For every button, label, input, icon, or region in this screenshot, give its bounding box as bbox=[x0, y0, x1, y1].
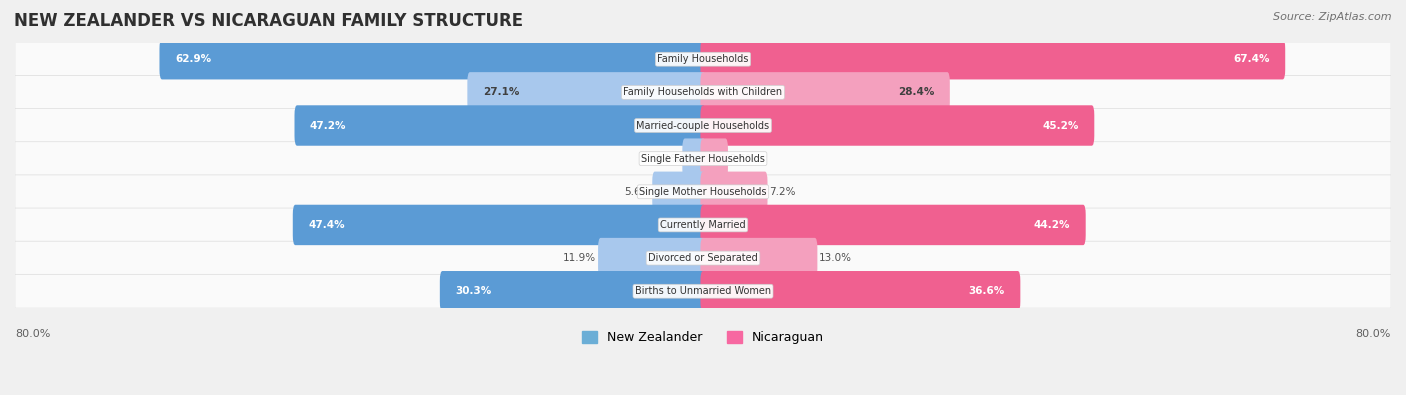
FancyBboxPatch shape bbox=[700, 271, 1021, 311]
Text: 13.0%: 13.0% bbox=[820, 253, 852, 263]
Text: 62.9%: 62.9% bbox=[174, 54, 211, 64]
Text: 7.2%: 7.2% bbox=[769, 187, 796, 197]
Text: 45.2%: 45.2% bbox=[1042, 120, 1078, 130]
FancyBboxPatch shape bbox=[467, 72, 706, 113]
FancyBboxPatch shape bbox=[700, 171, 768, 212]
FancyBboxPatch shape bbox=[15, 142, 1391, 175]
FancyBboxPatch shape bbox=[15, 274, 1391, 308]
Text: 2.6%: 2.6% bbox=[730, 154, 756, 164]
FancyBboxPatch shape bbox=[652, 171, 706, 212]
Text: 27.1%: 27.1% bbox=[482, 87, 519, 97]
FancyBboxPatch shape bbox=[292, 205, 706, 245]
Text: Single Father Households: Single Father Households bbox=[641, 154, 765, 164]
Text: 47.4%: 47.4% bbox=[308, 220, 344, 230]
FancyBboxPatch shape bbox=[15, 75, 1391, 109]
Text: Family Households: Family Households bbox=[658, 54, 748, 64]
FancyBboxPatch shape bbox=[598, 238, 706, 278]
FancyBboxPatch shape bbox=[15, 175, 1391, 209]
Legend: New Zealander, Nicaraguan: New Zealander, Nicaraguan bbox=[576, 326, 830, 349]
Text: 28.4%: 28.4% bbox=[898, 87, 935, 97]
Text: 36.6%: 36.6% bbox=[969, 286, 1005, 296]
Text: Births to Unmarried Women: Births to Unmarried Women bbox=[636, 286, 770, 296]
Text: Currently Married: Currently Married bbox=[661, 220, 745, 230]
FancyBboxPatch shape bbox=[700, 138, 728, 179]
Text: Source: ZipAtlas.com: Source: ZipAtlas.com bbox=[1274, 12, 1392, 22]
Text: 47.2%: 47.2% bbox=[309, 120, 346, 130]
Text: Divorced or Separated: Divorced or Separated bbox=[648, 253, 758, 263]
Text: 80.0%: 80.0% bbox=[15, 329, 51, 339]
Text: 67.4%: 67.4% bbox=[1233, 54, 1270, 64]
Text: 30.3%: 30.3% bbox=[456, 286, 492, 296]
FancyBboxPatch shape bbox=[15, 109, 1391, 143]
FancyBboxPatch shape bbox=[294, 105, 706, 146]
Text: 80.0%: 80.0% bbox=[1355, 329, 1391, 339]
FancyBboxPatch shape bbox=[159, 39, 706, 79]
Text: Family Households with Children: Family Households with Children bbox=[623, 87, 783, 97]
Text: 44.2%: 44.2% bbox=[1033, 220, 1070, 230]
FancyBboxPatch shape bbox=[682, 138, 706, 179]
Text: Married-couple Households: Married-couple Households bbox=[637, 120, 769, 130]
FancyBboxPatch shape bbox=[440, 271, 706, 311]
FancyBboxPatch shape bbox=[700, 105, 1094, 146]
FancyBboxPatch shape bbox=[15, 208, 1391, 242]
FancyBboxPatch shape bbox=[700, 72, 950, 113]
Text: 11.9%: 11.9% bbox=[564, 253, 596, 263]
Text: 2.1%: 2.1% bbox=[654, 154, 681, 164]
Text: 5.6%: 5.6% bbox=[624, 187, 651, 197]
FancyBboxPatch shape bbox=[700, 238, 817, 278]
FancyBboxPatch shape bbox=[15, 241, 1391, 275]
Text: Single Mother Households: Single Mother Households bbox=[640, 187, 766, 197]
FancyBboxPatch shape bbox=[700, 39, 1285, 79]
Text: NEW ZEALANDER VS NICARAGUAN FAMILY STRUCTURE: NEW ZEALANDER VS NICARAGUAN FAMILY STRUC… bbox=[14, 12, 523, 30]
FancyBboxPatch shape bbox=[15, 42, 1391, 76]
FancyBboxPatch shape bbox=[700, 205, 1085, 245]
